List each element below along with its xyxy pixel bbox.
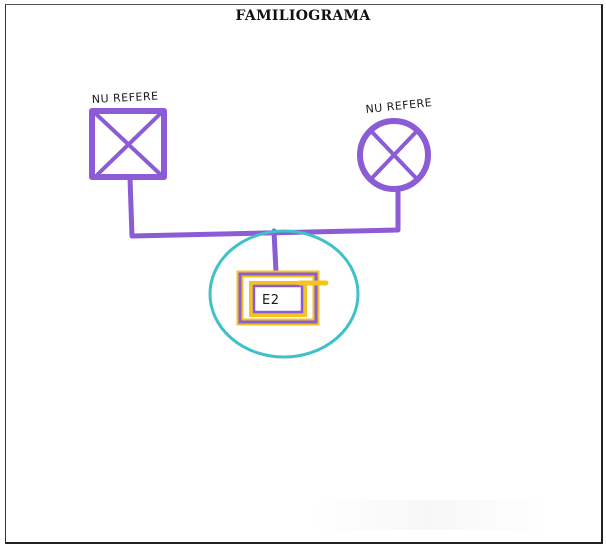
child-node: E2 xyxy=(236,270,329,326)
page-title: FAMILIOGRAMA xyxy=(235,8,371,24)
child-inner-yellow-square xyxy=(249,281,307,317)
mother-node: NU REFERE xyxy=(357,96,433,192)
child-inner-purple-square xyxy=(252,284,304,314)
mother-cross-line-2 xyxy=(370,130,418,180)
father-cross-line-2 xyxy=(96,112,162,176)
scan-smudge xyxy=(310,500,550,530)
father-label: NU REFERE xyxy=(91,90,158,106)
mother-label: NU REFERE xyxy=(365,96,433,116)
child-descent-line xyxy=(271,228,279,275)
page-frame xyxy=(5,4,603,544)
mother-circle xyxy=(357,118,431,192)
relationship-lines xyxy=(127,175,401,275)
parents-union-line xyxy=(127,175,401,239)
father-node: NU REFERE xyxy=(89,90,167,180)
child-label: E2 xyxy=(262,293,280,308)
child-outer-purple-square xyxy=(238,272,318,324)
household-circle xyxy=(208,229,360,359)
